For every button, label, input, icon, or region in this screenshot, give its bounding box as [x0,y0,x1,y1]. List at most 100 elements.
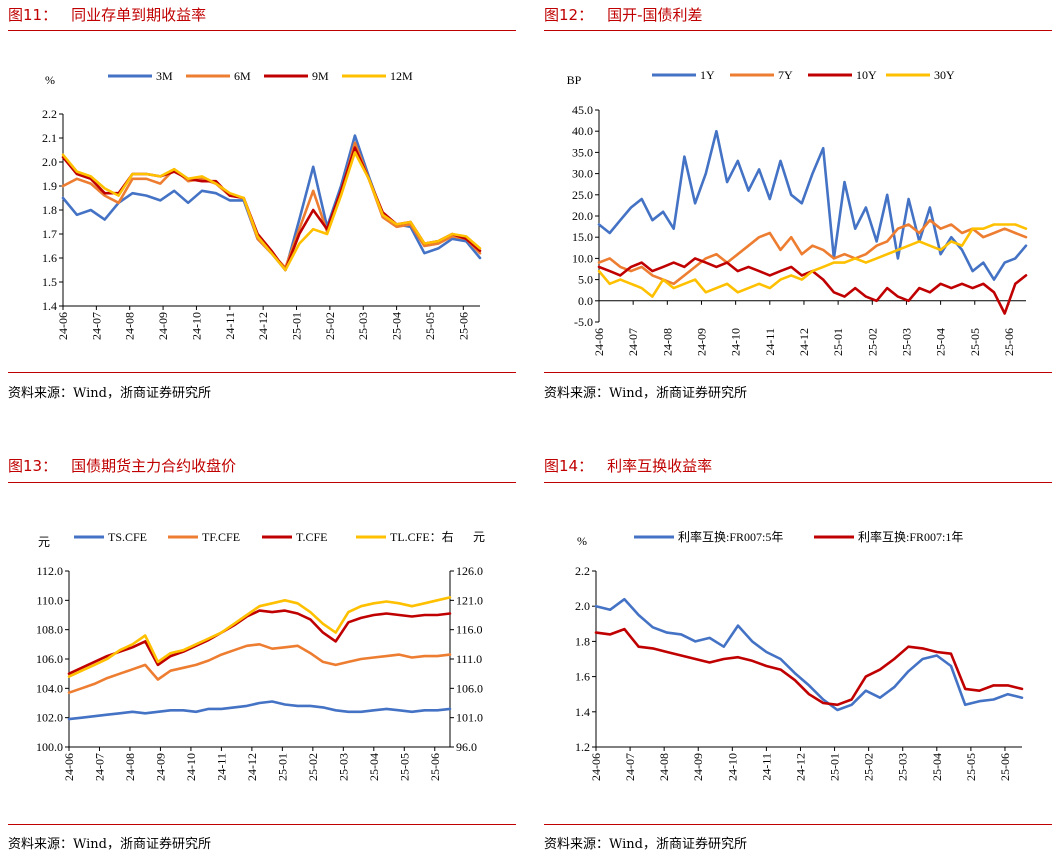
series-line-利率互换:FR007:1年 [594,627,1024,707]
y-tick-label: 2.2 [42,107,57,121]
x-tick-label: 24-10 [729,328,743,356]
x-tick-label: 25-06 [1002,328,1016,356]
y-tick-label: 1.8 [575,634,590,648]
y-axis-unit: % [45,73,55,87]
y2-axis-unit: 元 [473,530,485,544]
series-line-TL.CFE：右 [67,596,452,678]
legend-label: 利率互换:FR007:1年 [858,529,963,544]
figure-number: 图14： [544,457,594,475]
figure-title: 国债期货主力合约收盘价 [71,457,237,475]
y-tick-label: 110.0 [36,593,63,607]
y-axis-unit: % [577,534,587,548]
x-tick-label: 24-08 [123,312,137,340]
y-tick-label: 2.0 [42,155,57,169]
y-tick-label: 1.6 [42,251,57,265]
x-tick-label: 24-06 [62,753,76,781]
line-chart: -5.0 0.0 5.0 10.0 15.0 20.0 25.0 30.0 35.0 40.0 45… [567,68,1028,356]
x-tick-label: 24-10 [725,753,739,781]
x-tick-label: 25-06 [998,753,1012,781]
x-tick-label: 25-04 [367,753,381,781]
x-tick-label: 24-07 [623,753,637,781]
panel-title: 图14： 利率互换收益率 [544,455,712,476]
chart-panel-irs-yield: 图14： 利率互换收益率 1.2 1.4 1.6 1.8 2.0 2.2 24-06 24-07… [544,455,1052,853]
x-tick-label: 24-09 [694,328,708,356]
y-tick-label: 45.0 [572,103,593,117]
y-tick-label: 1.4 [575,705,590,719]
legend-label: 3M [156,69,173,83]
source-note: 资料来源：Wind，浙商证券研究所 [544,386,747,401]
y-tick-label: 0.0 [578,294,593,308]
x-tick-label: 25-02 [862,753,876,781]
y-tick-label: 1.9 [42,179,57,193]
y-tick-label: 1.2 [575,740,590,754]
panel-title: 图12： 国开-国债利差 [544,4,703,25]
y-axis-unit: 元 [38,535,50,549]
title-rule [8,482,516,483]
x-tick-label: 25-04 [390,312,404,340]
y-tick-label: 104.0 [36,681,63,695]
line-chart: 100.0 102.0 104.0 106.0 108.0 110.0 112.0 96.0 1… [36,529,485,781]
x-tick-label: 25-05 [964,753,978,781]
y-tick-label: 112.0 [36,564,63,578]
legend-label: 10Y [856,68,877,82]
chart-panel-bond-futures: 图13： 国债期货主力合约收盘价 100.0 102.0 104.0 106.0 108.… [8,455,516,853]
y-tick-label: -5.0 [574,315,593,329]
x-tick-label: 24-12 [256,312,270,340]
x-tick-label: 24-10 [189,312,203,340]
legend-label: 12M [390,69,413,83]
figure-title: 利率互换收益率 [607,457,713,475]
x-tick-label: 24-07 [89,312,103,340]
line-chart: 1.4 1.5 1.6 1.7 1.8 1.9 2.0 2.1 2.2 24-06 24-07 24-… [42,69,482,340]
x-tick-label: 24-09 [153,753,167,781]
x-tick-label: 24-08 [123,753,137,781]
y-tick-label: 30.0 [572,167,593,181]
x-tick-label: 25-06 [428,753,442,781]
legend-label: 9M [312,69,329,83]
x-tick-label: 25-02 [865,328,879,356]
y-tick-label: 106.0 [36,652,63,666]
x-tick-label: 25-02 [306,753,320,781]
series-line-30Y [597,223,1028,298]
x-tick-label: 24-06 [592,328,606,356]
y2-tick-label: 121.0 [456,593,483,607]
x-tick-label: 24-06 [589,753,603,781]
x-tick-label: 24-12 [245,753,259,781]
y-tick-label: 20.0 [572,209,593,223]
y-tick-label: 40.0 [572,124,593,138]
source-rule [544,372,1052,373]
series-line-T.CFE [67,609,452,675]
source-rule [544,824,1052,825]
x-tick-label: 24-09 [691,753,705,781]
x-tick-label: 25-03 [336,753,350,781]
y-tick-label: 35.0 [572,145,593,159]
legend-label: 6M [234,69,251,83]
x-tick-label: 25-05 [397,753,411,781]
chart-panel-cdb-spread: 图12： 国开-国债利差 -5.0 0.0 5.0 10.0 15.0 20.0 25.0 30… [544,4,1052,414]
x-tick-label: 24-08 [660,328,674,356]
y-tick-label: 1.4 [42,299,57,313]
panel-title: 图11： 同业存单到期收益率 [8,4,206,25]
series-line-1Y [597,129,1028,281]
x-tick-label: 24-11 [223,312,237,340]
x-tick-label: 24-11 [214,753,228,781]
x-tick-label: 25-01 [290,312,304,340]
x-tick-label: 25-03 [896,753,910,781]
legend-label: TL.CFE：右 [390,529,454,544]
line-chart: 1.2 1.4 1.6 1.8 2.0 2.2 24-06 24-07 24-08 24-09 24… [575,529,1024,781]
title-rule [8,30,516,31]
y-tick-label: 108.0 [36,623,63,637]
legend-label: TS.CFE [108,530,147,544]
y-tick-label: 2.2 [575,564,590,578]
x-tick-label: 24-07 [626,328,640,356]
y2-tick-label: 101.0 [456,711,483,725]
x-tick-label: 25-03 [899,328,913,356]
chart-panel-yield-cd: 图11： 同业存单到期收益率 1.4 1.5 1.6 1.7 1.8 1.9 2.0 2.1 2.… [8,4,516,414]
x-tick-label: 24-08 [657,753,671,781]
figure-number: 图12： [544,6,594,24]
x-tick-label: 24-10 [184,753,198,781]
legend-label: 1Y [700,68,715,82]
title-rule [544,482,1052,483]
y-tick-label: 1.7 [42,227,57,241]
y-tick-label: 5.0 [578,273,593,287]
y-tick-label: 2.0 [575,599,590,613]
